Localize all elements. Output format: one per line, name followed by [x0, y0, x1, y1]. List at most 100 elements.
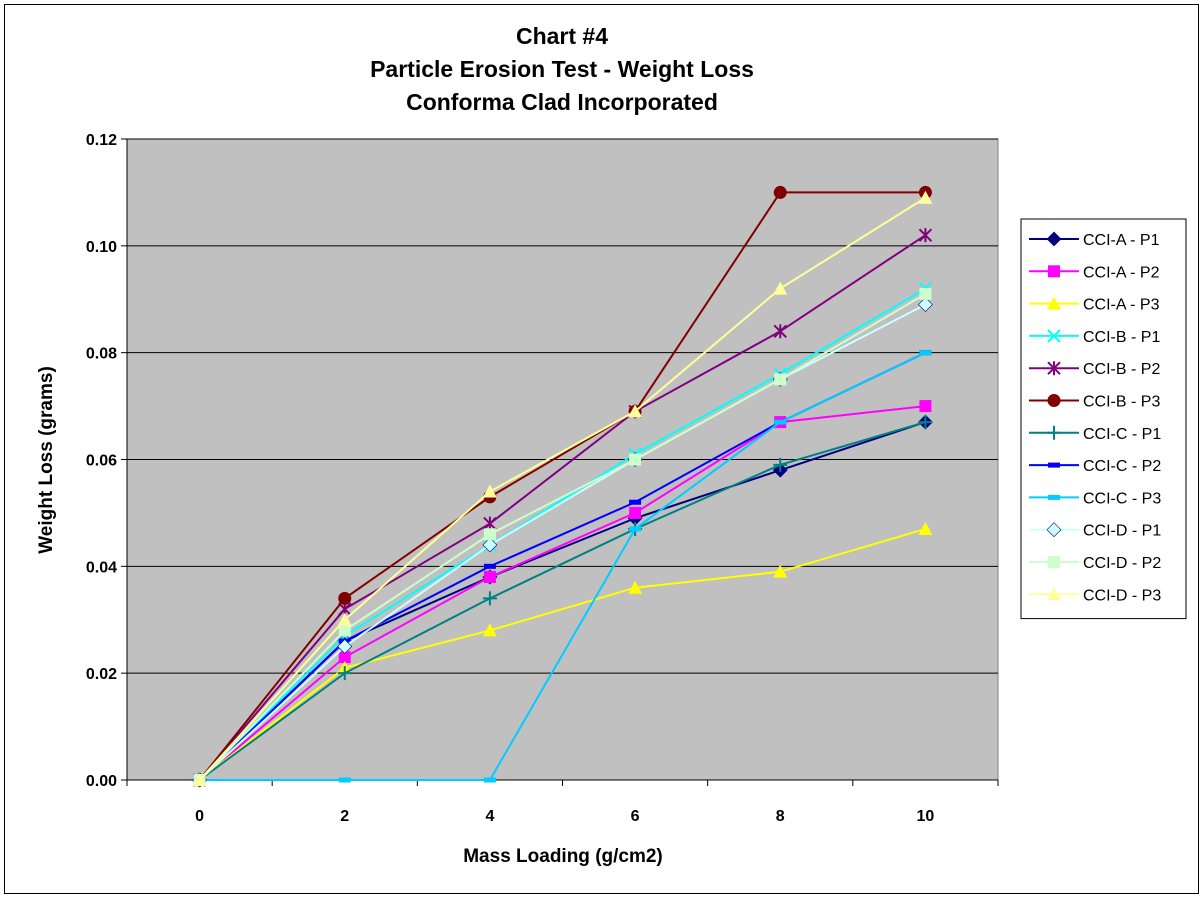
data-point	[773, 281, 788, 295]
legend-swatch-marker	[1046, 231, 1062, 247]
data-point	[482, 591, 497, 606]
data-point	[338, 624, 351, 637]
x-tick-label: 2	[340, 808, 349, 825]
legend-label: CCI-B - P1	[1083, 329, 1160, 346]
legend-swatch-marker	[1048, 265, 1060, 278]
legend-item: CCI-C - P3	[1029, 490, 1161, 507]
legend-swatch-marker	[1047, 296, 1061, 310]
legend-swatch-marker	[1047, 587, 1061, 601]
data-point	[917, 297, 933, 313]
axes: 0.00 0.02 0.04 0.06 0.08 0.10 0.12 0 2 4 6 8 10	[86, 132, 999, 825]
legend-swatch-marker	[1048, 556, 1060, 568]
data-point	[192, 773, 207, 786]
data-point	[628, 580, 643, 594]
legend-swatch-marker	[1047, 394, 1061, 407]
x-tick-label: 6	[631, 808, 640, 825]
data-point	[629, 453, 642, 466]
data-point	[482, 537, 498, 553]
data-point	[482, 484, 497, 498]
data-point	[337, 666, 352, 681]
legend-box	[1020, 218, 1187, 620]
legend-swatch-marker	[1047, 329, 1061, 343]
legend-label: CCI-C - P2	[1083, 458, 1161, 475]
legend-swatch-marker	[1046, 522, 1062, 538]
x-axis-title: Mass Loading (g/cm2)	[463, 846, 663, 867]
x-tick-label: 8	[776, 808, 785, 825]
y-tick-label: 0.04	[86, 559, 117, 576]
x-tick-label: 4	[485, 808, 494, 825]
legend-item: CCI-A - P3	[1029, 296, 1160, 314]
data-point	[629, 506, 642, 519]
data-point	[628, 404, 643, 418]
series-line	[199, 351, 926, 781]
legend-label: CCI-A - P2	[1083, 264, 1160, 281]
data-point	[774, 419, 787, 425]
chart-title-line-2: Particle Erosion Test - Weight Loss	[370, 56, 754, 82]
y-tick-label: 0.02	[86, 666, 117, 683]
y-tick-label: 0.12	[86, 132, 117, 149]
data-point	[483, 571, 496, 584]
series-line	[198, 293, 926, 781]
x-tick-label: 10	[917, 808, 935, 825]
data-point	[629, 526, 642, 532]
data-point	[629, 499, 642, 505]
series-line	[198, 196, 926, 781]
data-point	[919, 400, 932, 413]
legend-label: CCI-B - P2	[1083, 361, 1160, 378]
data-point	[918, 228, 933, 243]
y-tick-label: 0.06	[86, 453, 117, 470]
legend-label: CCI-D - P2	[1083, 555, 1161, 572]
data-point	[918, 415, 933, 430]
data-point	[482, 623, 497, 637]
data-point	[483, 528, 496, 541]
data-point	[773, 185, 787, 199]
series-line	[198, 303, 926, 781]
legend-label: CCI-D - P1	[1083, 523, 1161, 540]
data-point	[338, 777, 351, 783]
legend-swatch-marker	[1047, 361, 1061, 376]
data-point	[773, 564, 788, 578]
legend-label: CCI-D - P3	[1083, 587, 1161, 604]
legend-item: CCI-C - P2	[1029, 458, 1161, 475]
legend-label: CCI-C - P3	[1083, 490, 1161, 507]
legend-item: CCI-B - P1	[1029, 329, 1160, 346]
legend-item: CCI-A - P2	[1029, 264, 1160, 281]
legend-swatch-marker	[1048, 462, 1060, 468]
data-point	[774, 373, 787, 386]
data-point	[919, 350, 932, 356]
data-point	[773, 324, 787, 339]
series-line	[198, 287, 926, 781]
y-tick-label: 0.08	[86, 346, 117, 363]
legend-label: CCI-C - P1	[1083, 426, 1161, 443]
legend-item: CCI-C - P1	[1029, 426, 1161, 443]
y-axis-title: Weight Loss (grams)	[36, 366, 57, 554]
legend-item: CCI-B - P2	[1029, 361, 1160, 378]
data-point	[337, 612, 352, 626]
legend-item: CCI-B - P3	[1029, 394, 1160, 411]
data-point	[483, 563, 496, 569]
plot-area	[126, 138, 999, 781]
series-line	[198, 234, 926, 781]
data-point	[483, 516, 497, 531]
data-point	[338, 591, 352, 605]
legend-swatch-marker	[1047, 425, 1061, 440]
chart-title-line-3: Conforma Clad Incorporated	[406, 89, 718, 115]
legend-item: CCI-D - P2	[1029, 555, 1161, 572]
series-line	[198, 405, 926, 781]
legend-item: CCI-D - P3	[1029, 587, 1161, 604]
data-point	[483, 777, 496, 783]
x-tick-label: 0	[195, 808, 204, 825]
legend-label: CCI-A - P1	[1083, 232, 1160, 249]
data-point	[337, 639, 353, 654]
data-point	[919, 287, 932, 300]
data-point	[918, 521, 933, 535]
data-point	[918, 190, 933, 204]
legend-item: CCI-D - P1	[1029, 522, 1161, 540]
y-tick-label: 0.00	[86, 773, 117, 790]
legend-label: CCI-A - P3	[1083, 297, 1160, 314]
series-line	[198, 191, 926, 781]
legend: CCI-A - P1 CCI-A - P2 CCI-A - P3 CCI-B - P1…	[1020, 218, 1187, 620]
legend-label: CCI-B - P3	[1083, 394, 1160, 411]
series-line	[198, 527, 926, 781]
